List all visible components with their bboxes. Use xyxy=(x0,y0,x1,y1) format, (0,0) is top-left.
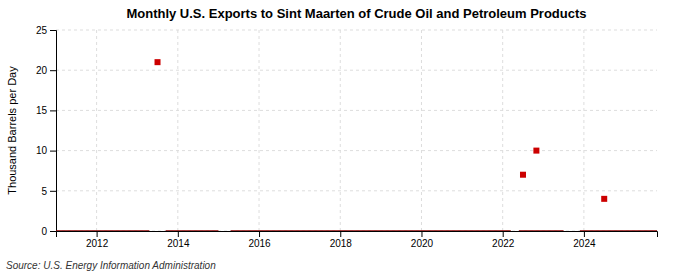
marks xyxy=(56,59,657,231)
x-axis-line xyxy=(57,232,658,238)
x-tick: 2020 xyxy=(411,231,434,249)
x-tick-mark xyxy=(97,231,98,237)
grid-line xyxy=(421,30,422,231)
y-tick: 5 xyxy=(41,186,56,197)
x-tick-label: 2012 xyxy=(86,238,109,249)
grid-line xyxy=(56,150,657,151)
x-tick-label: 2018 xyxy=(330,238,353,249)
zero-line-segment xyxy=(519,230,564,231)
grid-line xyxy=(56,110,657,111)
data-point xyxy=(155,59,161,65)
y-tick-mark xyxy=(50,151,56,152)
y-tick-mark xyxy=(50,30,56,31)
grid-line xyxy=(56,70,657,71)
chart: 2012 2014 2016 2018 2020 2022 2024 0 5 10 15 20 25 Mo… xyxy=(0,0,675,275)
grid-line xyxy=(259,30,260,231)
x-tick: 2018 xyxy=(330,231,353,249)
source: Source: U.S. Energy Information Administ… xyxy=(6,260,216,271)
y-axis: 0 5 10 15 20 25 xyxy=(36,25,57,237)
x-tick-mark xyxy=(421,231,422,237)
data-point xyxy=(601,196,607,202)
x-tick-label: 2020 xyxy=(411,238,434,249)
y-axis-line xyxy=(50,31,57,232)
y-tick: 15 xyxy=(36,105,56,116)
grid-line xyxy=(96,30,97,231)
x-tick: 2012 xyxy=(86,231,109,249)
y-tick-mark xyxy=(50,70,56,71)
x-tick-mark xyxy=(584,231,585,237)
x-tick-label: 2024 xyxy=(573,238,596,249)
grid-line xyxy=(177,30,178,231)
x-tick-label: 2016 xyxy=(248,238,271,249)
y-tick-label: 25 xyxy=(36,25,48,36)
y-tick-label: 5 xyxy=(41,186,47,197)
x-tick: 2024 xyxy=(573,231,596,249)
grid-line xyxy=(502,30,503,231)
x-tick-mark xyxy=(503,231,504,237)
grid-line xyxy=(583,30,584,231)
y-tick: 25 xyxy=(36,25,56,36)
grid-line xyxy=(340,30,341,231)
y-tick-label: 20 xyxy=(36,65,48,76)
x-tick-label: 2022 xyxy=(492,238,515,249)
x-tick: 2022 xyxy=(492,231,515,249)
x-tick: 2014 xyxy=(167,231,190,249)
zero-line-segment xyxy=(231,230,511,231)
x-tick-mark xyxy=(178,231,179,237)
y-tick: 10 xyxy=(36,145,56,156)
data-point xyxy=(533,148,539,154)
y-tick-mark xyxy=(50,110,56,111)
title: Monthly U.S. Exports to Sint Maarten of … xyxy=(126,6,586,21)
y-tick-mark xyxy=(50,231,56,232)
y-tick-label: 10 xyxy=(36,145,48,156)
zero-line-segment xyxy=(580,230,657,231)
y-axis-label: Thousand Barrels per Day xyxy=(6,66,18,195)
grid xyxy=(56,30,657,231)
zero-line-segment xyxy=(166,230,219,231)
x-tick: 2016 xyxy=(248,231,271,249)
grid-line xyxy=(56,30,657,31)
y-tick: 0 xyxy=(41,226,56,237)
x-tick-label: 2014 xyxy=(167,238,190,249)
x-tick-mark xyxy=(340,231,341,237)
y-tick: 20 xyxy=(36,65,56,76)
x-axis: 2012 2014 2016 2018 2020 2022 2024 xyxy=(57,231,658,249)
grid-line xyxy=(56,190,657,191)
zero-line-segment xyxy=(56,230,149,231)
x-tick-mark xyxy=(259,231,260,237)
y-tick-mark xyxy=(50,191,56,192)
y-tick-label: 15 xyxy=(36,105,48,116)
y-tick-label: 0 xyxy=(41,226,47,237)
data-point xyxy=(520,172,526,178)
plot-area: 2012 2014 2016 2018 2020 2022 2024 0 5 10 15 20 25 xyxy=(36,25,658,249)
